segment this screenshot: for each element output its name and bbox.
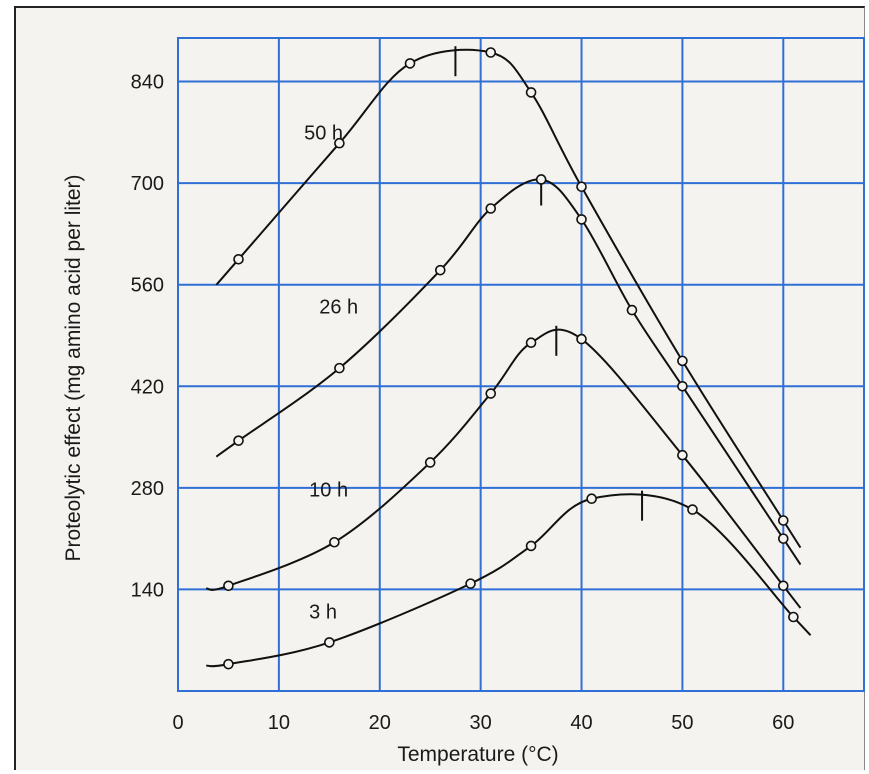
y-tick-label: 420 [131,376,164,398]
series-26h: 26 h [215,174,802,566]
series-3h: 3 h [206,490,812,670]
data-point [223,580,234,592]
line-chart: 50 h 26 h 10 h 3 h 0 10 20 30 40 50 60 140 280 420 56… [62,37,865,766]
series-line [206,493,812,668]
series-line [215,178,802,566]
data-point [424,457,436,468]
data-point [677,355,688,367]
data-point [324,637,335,648]
data-point [576,214,587,225]
series-line [206,328,802,609]
data-point [777,533,789,544]
series-label: 50 h [304,123,343,145]
data-point [525,87,537,98]
x-tick-label: 20 [369,712,391,734]
y-axis-title: Proteolytic effect (mg amino acid per li… [62,174,85,561]
y-tick-label: 840 [131,72,164,94]
data-point [233,253,244,265]
data-point [334,362,345,374]
x-tick-label: 60 [772,712,794,734]
series-label: 3 h [309,601,337,623]
series-10h: 10 h [206,325,802,609]
y-tick-label: 280 [131,478,164,500]
data-point [677,449,688,461]
series-50h: 50 h [215,46,802,549]
y-tick-label: 700 [131,173,164,195]
data-point [485,388,497,399]
data-point [223,658,234,670]
chart-frame: 50 h 26 h 10 h 3 h 0 10 20 30 40 50 60 140 280 420 56… [14,6,865,770]
x-tick-label: 0 [172,712,183,734]
data-point [576,181,587,193]
x-tick-label: 50 [671,712,693,734]
series-line [215,48,802,549]
data-point [525,540,537,552]
data-point [586,493,597,505]
data-point [233,435,244,446]
data-point [626,304,638,316]
series-label: 26 h [319,297,358,319]
x-tick-label: 10 [268,712,290,734]
data-point [677,380,688,392]
data-point [329,536,340,548]
data-point [334,137,345,149]
tick-labels: 0 10 20 30 40 50 60 140 280 420 560 700 840 [131,72,795,734]
data-point [525,337,537,349]
data-point [485,203,497,214]
x-axis-title: Temperature (°C) [397,743,558,766]
data-point [777,580,789,592]
data-point [576,333,587,345]
series-layer: 50 h 26 h 10 h 3 h [206,46,812,670]
data-point [788,611,799,623]
data-point [777,515,789,526]
series-label: 10 h [309,480,348,502]
data-point [687,504,698,515]
y-tick-label: 140 [131,579,164,601]
data-point [434,264,446,276]
data-point [465,578,476,589]
data-point [535,174,547,185]
x-tick-label: 30 [470,712,492,734]
x-tick-label: 40 [570,712,592,734]
data-point [404,58,416,69]
data-point [485,47,497,58]
plot-border [177,37,865,692]
y-tick-label: 560 [131,275,164,297]
grid [177,37,865,692]
